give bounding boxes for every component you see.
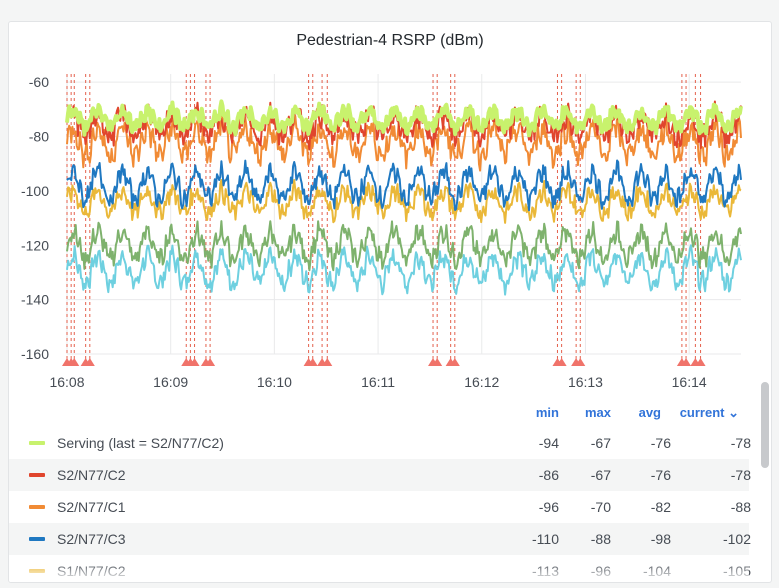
legend-min-value: -110 — [532, 531, 559, 547]
annotation-marker — [575, 358, 586, 366]
y-tick-label: -160 — [21, 346, 49, 362]
legend-current-value: -78 — [730, 467, 751, 483]
legend-row[interactable]: Serving (last = S2/N77/C2) -94 -67 -76 -78 — [9, 427, 751, 459]
legend-current-value: -88 — [730, 499, 751, 515]
legend-current-value: -78 — [730, 435, 751, 451]
legend-max-value: -67 — [590, 435, 611, 451]
y-tick-label: -80 — [29, 129, 49, 145]
legend-max-value: -70 — [590, 499, 611, 515]
y-tick-label: -120 — [21, 237, 49, 253]
x-tick-label: 16:08 — [49, 374, 84, 390]
x-tick-label: 16:12 — [464, 374, 499, 390]
y-tick-label: -140 — [21, 292, 49, 308]
series-line — [65, 99, 743, 138]
legend-color-swatch[interactable] — [29, 505, 45, 509]
legend-max-value: -67 — [590, 467, 611, 483]
legend-header-current[interactable]: current ⌄ — [679, 405, 739, 420]
annotation-marker — [189, 358, 200, 366]
annotation-marker — [449, 358, 460, 366]
annotation-marker — [84, 358, 95, 366]
legend-header-min[interactable]: min — [535, 405, 559, 420]
chart-title: Pedestrian-4 RSRP (dBm) — [296, 32, 484, 49]
legend-fade — [9, 562, 749, 582]
chart-panel: Pedestrian-4 RSRP (dBm) -60 -80 -100 -120 -1… — [8, 21, 772, 583]
x-tick-label: 16:11 — [361, 374, 395, 390]
legend-min-value: -86 — [538, 467, 559, 483]
legend-current-value: -102 — [722, 531, 751, 547]
legend-avg-value: -76 — [650, 435, 671, 451]
legend-series-name[interactable]: S2/N77/C3 — [57, 531, 126, 547]
series-line — [66, 244, 742, 296]
legend-row[interactable]: S2/N77/C3 -110 -88 -98 -102 — [9, 523, 751, 555]
legend-avg-value: -76 — [650, 467, 671, 483]
legend-series-name[interactable]: S2/N77/C2 — [57, 467, 126, 483]
x-tick-label: 16:09 — [153, 374, 188, 390]
y-tick-label: -60 — [29, 74, 49, 90]
annotation-marker — [307, 358, 318, 366]
legend-avg-value: -98 — [650, 531, 671, 547]
x-tick-label: 16:14 — [672, 374, 707, 390]
series-line — [66, 112, 742, 172]
legend-max-value: -88 — [590, 531, 611, 547]
annotation-marker — [69, 358, 80, 366]
legend-min-value: -94 — [538, 435, 559, 451]
annotation-marker — [432, 358, 443, 366]
annotation-marker — [556, 358, 567, 366]
x-tick-label: 16:10 — [257, 374, 292, 390]
y-tick-label: -100 — [21, 183, 49, 199]
legend-table: min max avg current ⌄ Serving (last = S2… — [9, 397, 771, 582]
legend-row[interactable]: S2/N77/C1 -96 -70 -82 -88 — [9, 491, 751, 523]
annotation-marker — [695, 358, 706, 366]
annotation-marker — [205, 358, 216, 366]
annotation-marker — [322, 358, 333, 366]
annotation-marker — [681, 358, 692, 366]
series-line — [66, 159, 742, 212]
legend-color-swatch[interactable] — [29, 441, 45, 445]
series-line — [66, 220, 742, 272]
x-tick-label: 16:13 — [568, 374, 603, 390]
legend-header-avg[interactable]: avg — [638, 405, 661, 420]
legend-header-max[interactable]: max — [584, 405, 611, 420]
legend-row[interactable]: S2/N77/C2 -86 -67 -76 -78 — [9, 459, 751, 491]
legend-avg-value: -82 — [650, 499, 671, 515]
legend-color-swatch[interactable] — [29, 537, 45, 541]
series-line — [66, 179, 742, 224]
legend-scrollbar[interactable] — [761, 382, 769, 468]
legend-color-swatch[interactable] — [29, 473, 45, 477]
legend-series-name[interactable]: S2/N77/C1 — [57, 499, 126, 515]
legend-series-name[interactable]: Serving (last = S2/N77/C2) — [57, 435, 224, 451]
legend-min-value: -96 — [538, 499, 559, 515]
